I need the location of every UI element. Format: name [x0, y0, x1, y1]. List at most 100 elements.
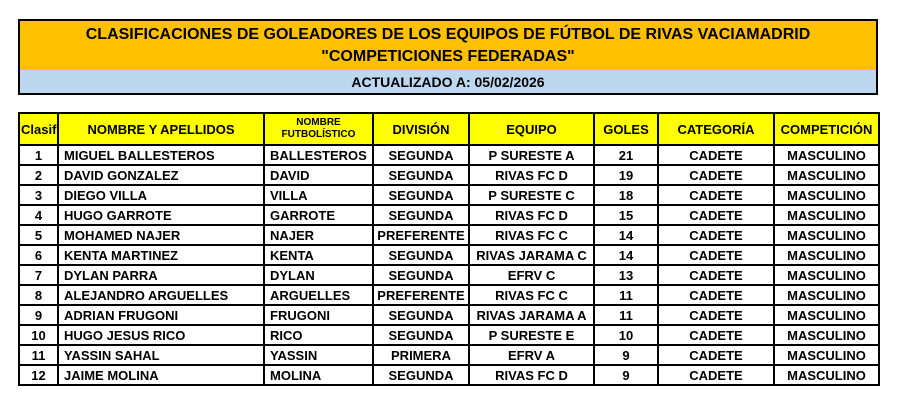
cell-nombre-apellidos: YASSIN SAHAL: [57, 344, 265, 366]
cell-competicion: MASCULINO: [773, 344, 880, 366]
cell-division: SEGUNDA: [372, 184, 470, 206]
cell-competicion: MASCULINO: [773, 264, 880, 286]
cell-division: SEGUNDA: [372, 164, 470, 186]
cell-division: SEGUNDA: [372, 144, 470, 166]
cell-nombre-futbolistico: ARGUELLES: [263, 284, 374, 306]
cell-goles: 18: [593, 184, 659, 206]
cell-nombre-apellidos: MOHAMED NAJER: [57, 224, 265, 246]
cell-nombre-apellidos: JAIME MOLINA: [57, 364, 265, 386]
col-header-goles: GOLES: [593, 112, 659, 146]
table-body: 1 MIGUEL BALLESTEROS BALLESTEROS SEGUNDA P S…: [18, 144, 880, 386]
cell-clasif: 11: [18, 344, 59, 366]
cell-nombre-futbolistico: YASSIN: [263, 344, 374, 366]
table-row: 7 DYLAN PARRA DYLAN SEGUNDA EFRV C 13 CADETE MA…: [18, 264, 880, 286]
cell-division: SEGUNDA: [372, 364, 470, 386]
col-header-equipo: EQUIPO: [468, 112, 595, 146]
table-row: 1 MIGUEL BALLESTEROS BALLESTEROS SEGUNDA P S…: [18, 144, 880, 166]
cell-equipo: RIVAS JARAMA C: [468, 244, 595, 266]
table-row: 11 YASSIN SAHAL YASSIN PRIMERA EFRV A 9 CADETE…: [18, 344, 880, 366]
cell-competicion: MASCULINO: [773, 364, 880, 386]
cell-nombre-apellidos: DIEGO VILLA: [57, 184, 265, 206]
cell-nombre-apellidos: MIGUEL BALLESTEROS: [57, 144, 265, 166]
cell-nombre-apellidos: DAVID GONZALEZ: [57, 164, 265, 186]
cell-equipo: RIVAS FC D: [468, 204, 595, 226]
cell-division: SEGUNDA: [372, 264, 470, 286]
cell-equipo: P SURESTE A: [468, 144, 595, 166]
cell-clasif: 6: [18, 244, 59, 266]
cell-division: SEGUNDA: [372, 204, 470, 226]
cell-equipo: P SURESTE E: [468, 324, 595, 346]
cell-competicion: MASCULINO: [773, 324, 880, 346]
cell-nombre-futbolistico: KENTA: [263, 244, 374, 266]
cell-goles: 9: [593, 344, 659, 366]
cell-goles: 15: [593, 204, 659, 226]
cell-equipo: EFRV A: [468, 344, 595, 366]
cell-clasif: 8: [18, 284, 59, 306]
cell-nombre-futbolistico: BALLESTEROS: [263, 144, 374, 166]
cell-clasif: 9: [18, 304, 59, 326]
cell-goles: 11: [593, 284, 659, 306]
cell-competicion: MASCULINO: [773, 304, 880, 326]
cell-nombre-futbolistico: DYLAN: [263, 264, 374, 286]
cell-nombre-futbolistico: NAJER: [263, 224, 374, 246]
cell-division: SEGUNDA: [372, 304, 470, 326]
document-title: CLASIFICACIONES DE GOLEADORES DE LOS EQU…: [20, 21, 876, 70]
cell-categoria: CADETE: [657, 264, 775, 286]
col-header-categoria: CATEGORÍA: [657, 112, 775, 146]
cell-goles: 11: [593, 304, 659, 326]
col-header-division: DIVISIÓN: [372, 112, 470, 146]
cell-categoria: CADETE: [657, 244, 775, 266]
cell-clasif: 12: [18, 364, 59, 386]
cell-nombre-apellidos: HUGO JESUS RICO: [57, 324, 265, 346]
cell-goles: 9: [593, 364, 659, 386]
cell-categoria: CADETE: [657, 284, 775, 306]
cell-nombre-futbolistico: GARROTE: [263, 204, 374, 226]
cell-competicion: MASCULINO: [773, 164, 880, 186]
cell-categoria: CADETE: [657, 184, 775, 206]
cell-nombre-apellidos: HUGO GARROTE: [57, 204, 265, 226]
updated-banner: ACTUALIZADO A: 05/02/2026: [20, 70, 876, 93]
cell-nombre-futbolistico: VILLA: [263, 184, 374, 206]
title-line1: CLASIFICACIONES DE GOLEADORES DE LOS EQU…: [85, 25, 811, 43]
table-row: 4 HUGO GARROTE GARROTE SEGUNDA RIVAS FC D 15 C…: [18, 204, 880, 226]
cell-equipo: EFRV C: [468, 264, 595, 286]
cell-competicion: MASCULINO: [773, 144, 880, 166]
cell-competicion: MASCULINO: [773, 204, 880, 226]
col-header-nombre-apellidos: NOMBRE Y APELLIDOS: [57, 112, 265, 146]
header-block: CLASIFICACIONES DE GOLEADORES DE LOS EQU…: [18, 19, 878, 95]
cell-equipo: RIVAS FC C: [468, 224, 595, 246]
cell-clasif: 5: [18, 224, 59, 246]
col-header-competicion: COMPETICIÓN: [773, 112, 880, 146]
cell-division: PREFERENTE: [372, 284, 470, 306]
cell-division: PREFERENTE: [372, 224, 470, 246]
scorers-table: Clasif NOMBRE Y APELLIDOS NOMBRE FUTBOLÍ…: [18, 112, 880, 386]
cell-equipo: RIVAS FC D: [468, 364, 595, 386]
cell-nombre-apellidos: KENTA MARTINEZ: [57, 244, 265, 266]
cell-competicion: MASCULINO: [773, 184, 880, 206]
table-row: 9 ADRIAN FRUGONI FRUGONI SEGUNDA RIVAS JARAM…: [18, 304, 880, 326]
cell-nombre-futbolistico: RICO: [263, 324, 374, 346]
cell-categoria: CADETE: [657, 304, 775, 326]
table-row: 8 ALEJANDRO ARGUELLES ARGUELLES PREFERENTE R…: [18, 284, 880, 306]
cell-division: PRIMERA: [372, 344, 470, 366]
cell-equipo: RIVAS FC C: [468, 284, 595, 306]
cell-nombre-futbolistico: DAVID: [263, 164, 374, 186]
cell-goles: 10: [593, 324, 659, 346]
table-row: 3 DIEGO VILLA VILLA SEGUNDA P SURESTE C 18 CAD…: [18, 184, 880, 206]
cell-categoria: CADETE: [657, 344, 775, 366]
cell-categoria: CADETE: [657, 324, 775, 346]
table-row: 12 JAIME MOLINA MOLINA SEGUNDA RIVAS FC D 9 CA…: [18, 364, 880, 386]
col-header-clasif: Clasif: [18, 112, 59, 146]
cell-goles: 14: [593, 244, 659, 266]
cell-division: SEGUNDA: [372, 244, 470, 266]
cell-categoria: CADETE: [657, 224, 775, 246]
table-row: 2 DAVID GONZALEZ DAVID SEGUNDA RIVAS FC D 19 C…: [18, 164, 880, 186]
cell-nombre-futbolistico: FRUGONI: [263, 304, 374, 326]
updated-label: ACTUALIZADO A: 05/02/2026: [351, 73, 545, 90]
cell-division: SEGUNDA: [372, 324, 470, 346]
cell-equipo: P SURESTE C: [468, 184, 595, 206]
cell-goles: 14: [593, 224, 659, 246]
